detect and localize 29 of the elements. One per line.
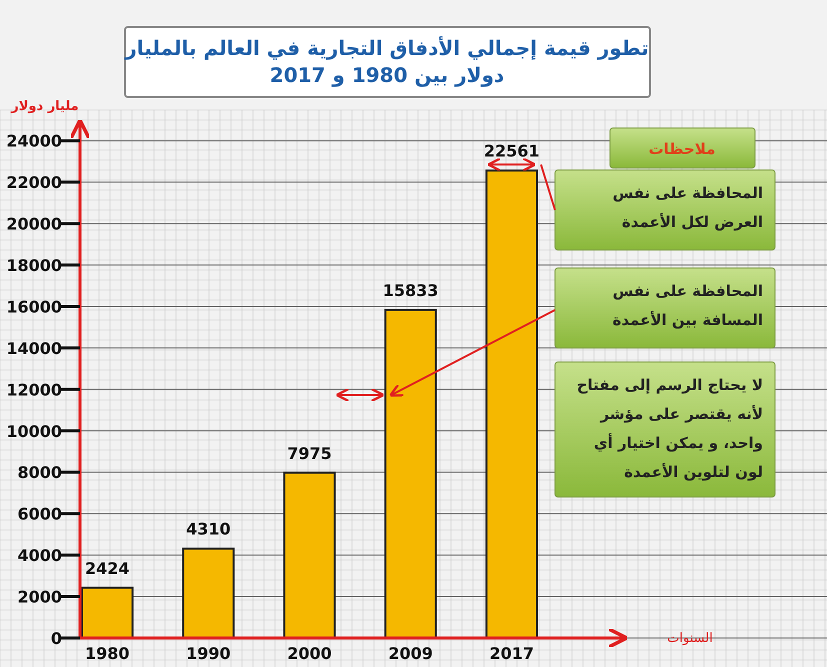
y-tick-label: 8000: [17, 463, 62, 482]
data-label: 15833: [382, 280, 438, 300]
x-tick-label: 2000: [287, 644, 332, 663]
y-tick-label: 0: [50, 629, 62, 648]
x-tick-label: 2009: [388, 644, 433, 663]
x-tick-label: 1990: [186, 644, 231, 663]
data-label: 4310: [186, 520, 231, 539]
annotation: المحافظة على نفس المسافة بين الأعمدة: [612, 282, 763, 329]
annotation: المحافظة على نفس العرض لكل الأعمدة: [612, 184, 763, 231]
y-tick-label: 2000: [17, 588, 62, 607]
y-tick-label: 12000: [6, 380, 62, 400]
annotation: لا يحتاج الرسم إلى مفتاح لأنه يقتصر على مؤشر واحد، و يمكن اختيار أي لون لتلوين الأعمدة: [576, 376, 763, 481]
data-label: 2424: [85, 558, 130, 578]
data-label: 22561: [484, 142, 540, 161]
chart-title: تطور قيمة إجمالي الأدفاق التجارية في العالم بالمليار دولار بين 1980 و 2017: [124, 36, 649, 87]
y-tick-label: 6000: [17, 504, 62, 524]
text: ملاحظات: [648, 140, 716, 158]
y-tick-label: 10000: [6, 422, 62, 441]
y-tick-label: 14000: [6, 338, 62, 358]
y-tick-label: 4000: [17, 546, 62, 566]
y-tick-label: 20000: [6, 214, 62, 234]
x-tick-label: 2017: [489, 644, 534, 663]
y-axis-title: مليار دولار: [10, 99, 79, 114]
x-tick-label: 1980: [85, 644, 130, 663]
y-tick-label: 22000: [6, 173, 62, 192]
data-label: 7975: [287, 444, 332, 463]
y-tick-label: 24000: [6, 132, 62, 151]
y-tick-label: 18000: [6, 256, 62, 276]
y-tick-label: 16000: [6, 297, 62, 316]
